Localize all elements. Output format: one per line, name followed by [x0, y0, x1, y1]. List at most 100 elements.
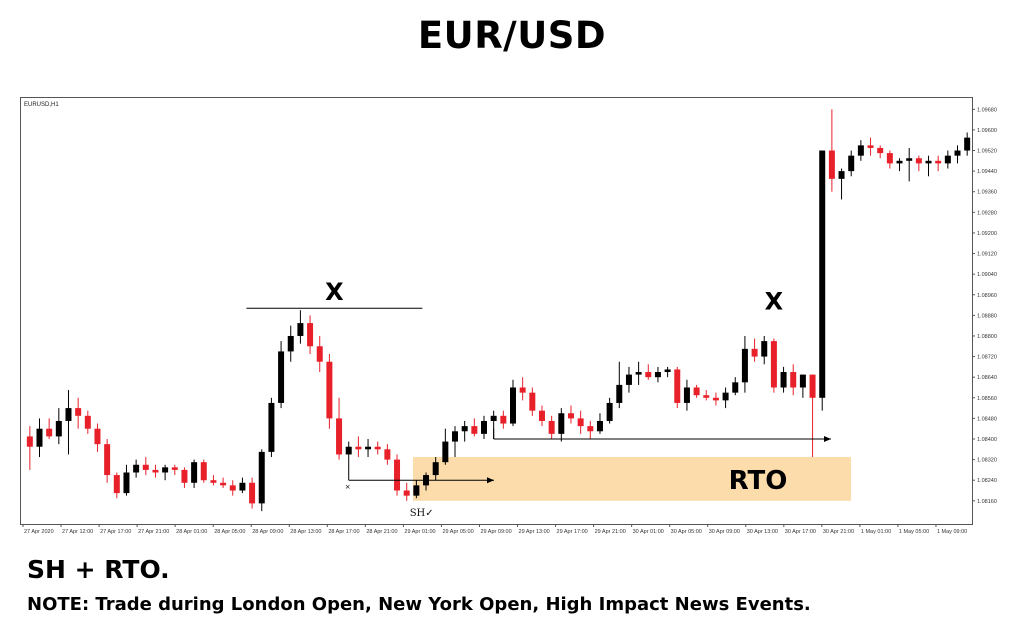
candle [567, 405, 574, 424]
candle-body [113, 475, 120, 494]
candle-body [123, 472, 130, 494]
candle [915, 155, 922, 172]
candle [500, 410, 507, 429]
candle [268, 397, 275, 458]
candle [200, 459, 207, 483]
candle [326, 354, 333, 429]
page-title: EUR/USD [417, 14, 607, 57]
candle-body [548, 420, 555, 434]
candle [712, 392, 719, 406]
candle [220, 477, 227, 488]
candle-body [374, 446, 381, 450]
candle [452, 426, 459, 458]
candle-body [799, 374, 806, 388]
y-tick-label: 1.09600 [977, 128, 997, 134]
y-tick-label: 1.08640 [977, 375, 997, 381]
candle-body [94, 428, 101, 445]
candle [133, 459, 140, 478]
candle-body [181, 469, 188, 483]
candle [799, 374, 806, 398]
candle [171, 464, 178, 476]
candle [732, 377, 739, 396]
candle-body [683, 387, 690, 403]
candle-body [712, 397, 719, 401]
rto-label: RTO [729, 466, 788, 496]
candle-body [268, 402, 275, 452]
candle [509, 379, 516, 427]
candle [751, 338, 758, 362]
candle-body [732, 382, 739, 393]
candle [925, 155, 932, 177]
x-tick-label: 30 Apr 13:00 [747, 529, 778, 535]
candle [606, 397, 613, 424]
y-tick-label: 1.08320 [977, 458, 997, 464]
candle [616, 361, 623, 409]
candle-body [944, 155, 951, 164]
candle-body [606, 402, 613, 421]
candle-body [239, 482, 246, 491]
candle [625, 366, 632, 393]
candle-body [229, 485, 236, 491]
strategy-heading: SH + RTO. [27, 555, 170, 584]
y-tick-label: 1.08480 [977, 416, 997, 422]
x-tick-label: 29 Apr 13:00 [519, 529, 550, 535]
candle-body [674, 369, 681, 403]
x-tick-label: 30 Apr 21:00 [823, 529, 854, 535]
candle [442, 428, 449, 465]
candle-body [964, 137, 971, 151]
candle [181, 467, 188, 488]
candle [258, 449, 265, 512]
candle-body [36, 428, 43, 447]
chart-svg: RTO X X×SH✓ 1.096801.096001.095201.094401… [20, 97, 1001, 538]
candle [162, 464, 169, 481]
candle-body [442, 441, 449, 463]
candle-body [625, 374, 632, 385]
candle [770, 338, 777, 393]
candle-body [703, 395, 710, 398]
candle [596, 413, 603, 434]
candle-body [287, 335, 294, 352]
candle-body [819, 150, 826, 398]
x-tick-label: 1 May 01:00 [861, 529, 891, 535]
candle [229, 480, 236, 496]
candle [46, 418, 53, 439]
x-tick-label: 29 Apr 17:00 [557, 529, 588, 535]
candle-body [596, 420, 603, 432]
rto-zone-layer: RTO [412, 457, 851, 501]
candle [297, 310, 304, 344]
y-tick-label: 1.08800 [977, 334, 997, 340]
candle-body [432, 462, 439, 476]
candle-body [886, 153, 893, 164]
candle-body [654, 372, 661, 378]
y-tick-label: 1.09680 [977, 107, 997, 113]
candle [287, 325, 294, 362]
x-tick-label: 28 Apr 17:00 [328, 529, 359, 535]
candle [384, 444, 391, 465]
candle [877, 145, 884, 159]
candle [741, 335, 748, 393]
candle-body [471, 426, 478, 434]
candle-body [481, 420, 488, 434]
candle-body [509, 387, 516, 424]
y-tick-label: 1.08720 [977, 355, 997, 361]
candle-body [316, 346, 323, 362]
candle [828, 109, 835, 192]
candle-body [925, 160, 932, 164]
candle [336, 397, 343, 460]
x-tick-label: 29 Apr 01:00 [404, 529, 435, 535]
candle [365, 439, 372, 458]
candle [548, 415, 555, 439]
candle [761, 335, 768, 365]
y-tick-label: 1.09520 [977, 149, 997, 155]
candle-body [461, 426, 468, 432]
candle [36, 418, 43, 458]
sh-label: SH✓ [410, 508, 434, 519]
candle-body [761, 341, 768, 357]
candle-body [384, 449, 391, 460]
candle-body [722, 392, 729, 401]
candle [703, 390, 710, 401]
candle-body [355, 446, 362, 450]
candle-body [249, 482, 256, 504]
candle [867, 137, 874, 156]
candle [75, 397, 82, 429]
